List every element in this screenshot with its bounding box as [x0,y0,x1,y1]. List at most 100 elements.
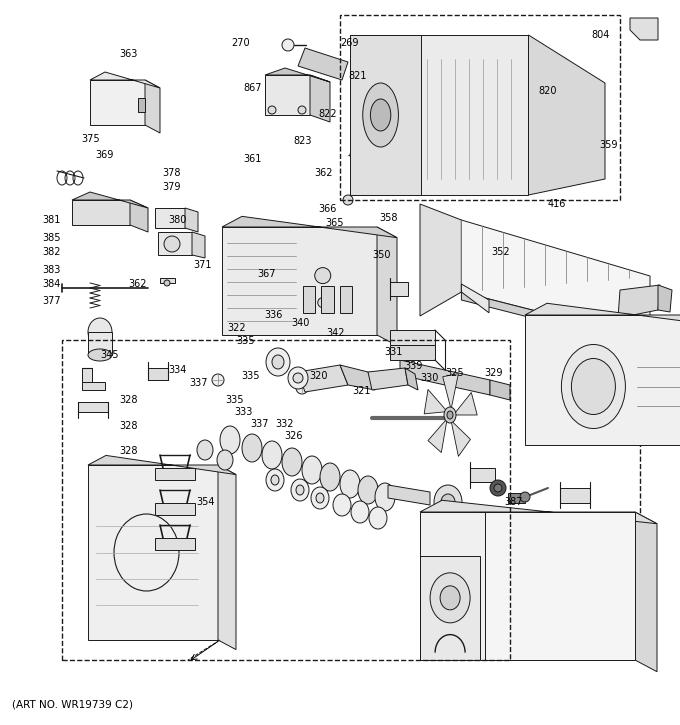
Ellipse shape [302,456,322,484]
Text: 362: 362 [314,167,333,178]
Polygon shape [658,285,672,312]
Ellipse shape [271,475,279,485]
Polygon shape [528,35,605,195]
Polygon shape [618,285,660,318]
Text: 366: 366 [318,204,337,214]
Text: 416: 416 [547,199,566,210]
Polygon shape [222,227,377,335]
Text: 337: 337 [189,378,207,388]
Ellipse shape [430,573,470,623]
Text: 337: 337 [250,419,269,429]
Text: 269: 269 [340,38,358,49]
Ellipse shape [262,441,282,469]
Ellipse shape [490,480,506,496]
Text: 385: 385 [42,233,61,243]
Ellipse shape [164,280,170,286]
Ellipse shape [343,195,353,205]
Polygon shape [82,382,105,390]
Polygon shape [350,35,422,195]
Polygon shape [470,468,495,482]
Polygon shape [420,500,657,523]
Text: 336: 336 [264,310,282,320]
Ellipse shape [350,150,360,160]
Ellipse shape [268,106,276,114]
Text: 371: 371 [194,260,212,270]
Ellipse shape [296,485,304,495]
Polygon shape [424,389,447,414]
Text: 328: 328 [119,421,137,431]
Ellipse shape [272,355,284,369]
Ellipse shape [520,492,530,502]
Ellipse shape [562,344,626,428]
Ellipse shape [494,484,502,492]
Text: 326: 326 [284,431,303,442]
Polygon shape [390,282,408,296]
Polygon shape [155,503,195,515]
Polygon shape [88,455,236,475]
Text: 387: 387 [505,497,523,507]
Ellipse shape [351,501,369,523]
Bar [340,15,620,200]
Ellipse shape [447,411,453,419]
Text: 365: 365 [325,218,343,228]
Text: 362: 362 [128,279,146,289]
Polygon shape [451,420,471,456]
Ellipse shape [242,434,262,462]
Text: 334: 334 [169,365,187,375]
Ellipse shape [440,586,460,610]
Ellipse shape [320,463,340,491]
Ellipse shape [220,426,240,454]
Ellipse shape [88,349,112,361]
Text: 375: 375 [82,134,100,144]
Text: 867: 867 [243,83,262,94]
Ellipse shape [296,382,308,394]
Text: 381: 381 [42,215,61,225]
Polygon shape [90,72,160,88]
Ellipse shape [197,440,213,460]
Text: 369: 369 [95,150,114,160]
Ellipse shape [298,106,306,114]
Polygon shape [420,512,635,660]
Polygon shape [635,512,657,672]
Ellipse shape [164,236,180,252]
Polygon shape [377,227,397,346]
Ellipse shape [288,367,308,389]
Ellipse shape [316,493,324,503]
Text: 382: 382 [42,247,61,257]
Polygon shape [390,330,435,345]
Ellipse shape [375,483,395,511]
Ellipse shape [434,485,462,519]
Polygon shape [72,200,130,225]
Ellipse shape [315,268,330,283]
Polygon shape [462,220,650,340]
Text: 350: 350 [373,250,391,260]
Polygon shape [155,208,185,228]
Polygon shape [350,35,528,195]
Ellipse shape [369,507,387,529]
Bar [340,286,352,313]
Text: 352: 352 [491,247,509,257]
Text: 339: 339 [405,361,423,371]
Text: 270: 270 [232,38,250,49]
Polygon shape [145,80,160,133]
Text: 383: 383 [42,265,61,275]
Ellipse shape [571,358,615,415]
Polygon shape [88,332,112,355]
Polygon shape [454,392,477,415]
Polygon shape [420,204,462,316]
Polygon shape [218,465,236,650]
Ellipse shape [212,374,224,386]
Text: 328: 328 [119,395,137,405]
Text: 328: 328 [119,446,137,456]
Text: 363: 363 [119,49,137,59]
Ellipse shape [293,373,303,383]
Text: 329: 329 [484,368,503,378]
Text: 358: 358 [379,212,398,223]
Ellipse shape [217,450,233,470]
Ellipse shape [318,297,328,307]
Ellipse shape [358,476,378,504]
Polygon shape [525,315,680,445]
Ellipse shape [362,83,398,147]
Text: 367: 367 [257,269,275,279]
Polygon shape [630,18,658,40]
